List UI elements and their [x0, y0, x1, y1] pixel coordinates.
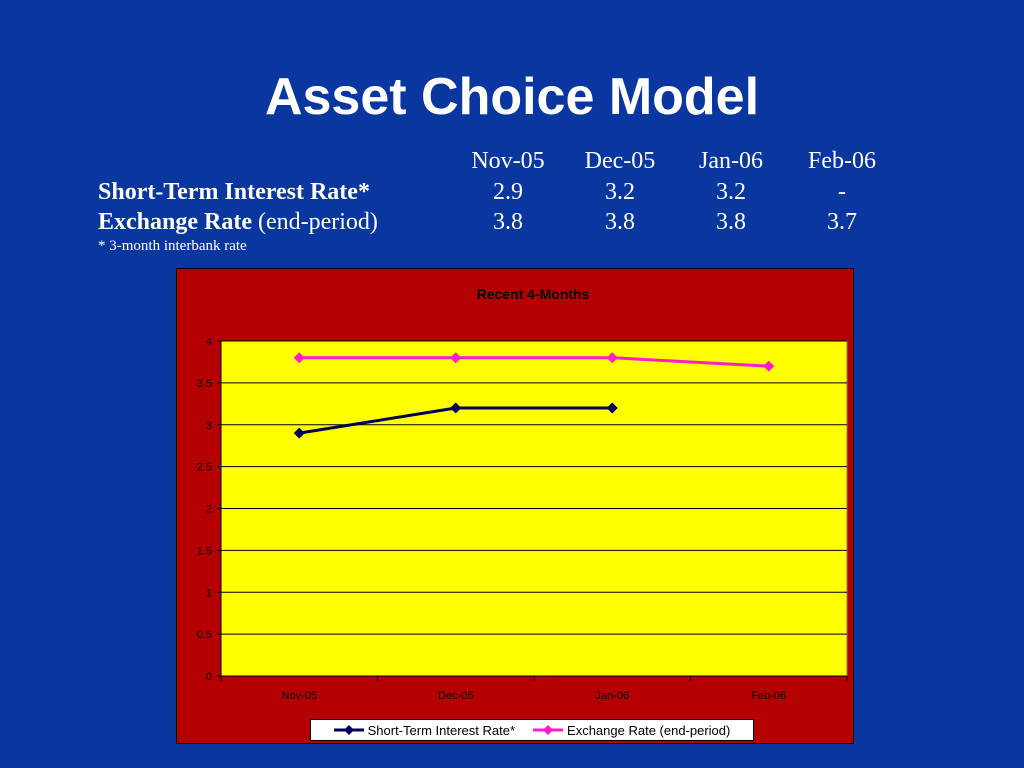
data-point: [450, 352, 462, 364]
data-point: [450, 402, 462, 414]
row-label-bold: Short-Term Interest Rate*: [98, 179, 370, 205]
row-label: Short-Term Interest Rate*: [98, 177, 370, 207]
legend-label: Exchange Rate (end-period): [567, 722, 731, 738]
legend-swatch-exchange: [533, 725, 564, 735]
y-tick-label: 1.5: [197, 545, 212, 557]
table-cell: -: [838, 179, 846, 205]
slide-title: Asset Choice Model: [264, 68, 760, 126]
y-tick-label: 0: [206, 671, 212, 683]
y-tick-label: 0.5: [197, 629, 212, 641]
data-table: Nov-05 Dec-05 Jan-06 Feb-06 Short-Term I…: [0, 0, 1024, 260]
table-cell: 3.2: [605, 179, 635, 205]
legend-label: Short-Term Interest Rate*: [367, 722, 516, 738]
legend-item: Exchange Rate (end-period): [533, 723, 730, 738]
column-header: Dec-05: [584, 148, 656, 174]
data-point: [763, 360, 775, 372]
legend-swatch-interest: [333, 725, 364, 735]
y-tick-label: 2.5: [197, 462, 212, 474]
y-tick-label: 1: [206, 587, 212, 599]
table-cell: 3.8: [493, 209, 523, 235]
table-cell: 3.8: [716, 209, 746, 235]
y-tick-label: 3.5: [197, 378, 212, 390]
x-tick-label: Feb-06: [751, 690, 786, 702]
data-point: [606, 352, 618, 364]
data-point: [293, 427, 305, 439]
y-tick-label: 3: [206, 420, 212, 432]
chart-frame: Recent 4-Months 0 0.5 1 1.5 2 2.5 3 3.5 4 Nov-05 De…: [176, 268, 854, 744]
row-label-bold: Exchange Rate: [98, 209, 252, 235]
chart-title: Recent 4-Months: [477, 286, 590, 302]
x-tick-label: Dec-05: [438, 690, 473, 702]
x-tick-label: Jan-06: [595, 690, 629, 702]
column-header: Feb-06: [808, 148, 876, 174]
table-cell: 3.8: [605, 209, 635, 235]
table-cell: 2.9: [493, 179, 523, 205]
row-label-rest: (end-period): [251, 209, 378, 235]
data-point: [606, 402, 618, 414]
column-header: Jan-06: [699, 148, 763, 174]
x-tick-label: Nov-05: [282, 690, 317, 702]
footnote: * 3-month interbank rate: [98, 238, 247, 254]
table-cell: 3.2: [716, 179, 746, 205]
table-cell: 3.7: [827, 209, 857, 235]
series-line: [299, 356, 769, 368]
legend-item: Short-Term Interest Rate*: [333, 722, 516, 738]
column-header: Nov-05: [471, 148, 545, 174]
y-tick-label: 2: [206, 504, 212, 516]
data-point: [293, 352, 305, 364]
chart-legend: Short-Term Interest Rate* Exchange Rate …: [310, 719, 754, 741]
row-label: Exchange Rate (end-period): [98, 207, 378, 237]
line-chart: Recent 4-Months 0 0.5 1 1.5 2 2.5 3 3.5 4 Nov-05 De…: [197, 286, 848, 702]
y-tick-label: 4: [206, 336, 212, 348]
